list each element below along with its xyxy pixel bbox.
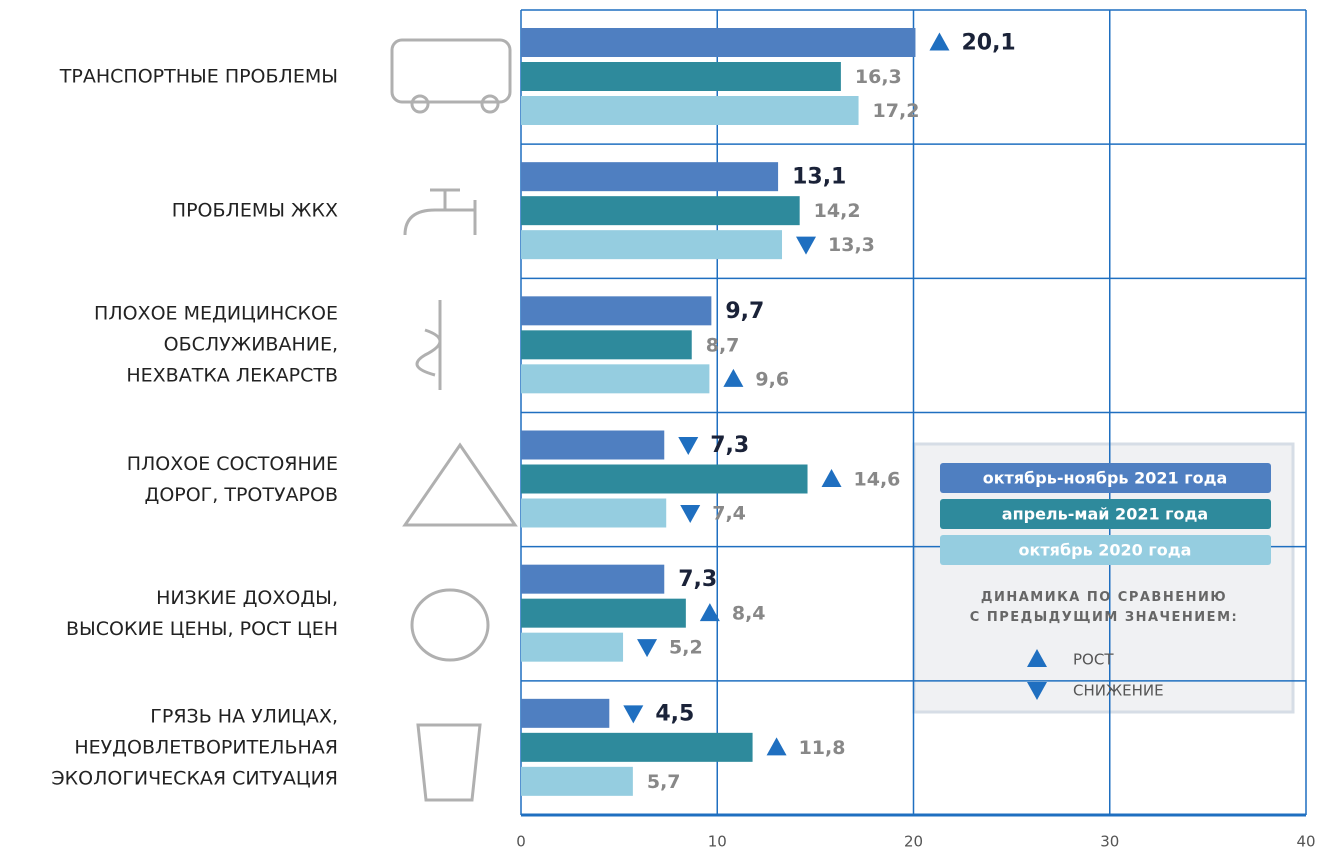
value-label: 9,7 (725, 299, 764, 324)
x-tick-label: 10 (708, 833, 727, 851)
legend-trend-title: ДИНАМИКА ПО СРАВНЕНИЮ С ПРЕДЫДУЩИМ ЗНАЧЕ… (914, 588, 1294, 628)
page: 0 10 20 30 40 20,1 16,3 17,2 13,1 14,2 13,3 9,7 8,7 9… (0, 0, 1319, 856)
value-label: 7,3 (678, 567, 717, 592)
bar (521, 465, 808, 494)
trend-up (929, 33, 949, 51)
bar (521, 633, 623, 662)
value-label: 13,1 (792, 165, 846, 190)
trend-up (767, 737, 787, 755)
trend-up (723, 369, 743, 387)
trend-down (623, 705, 643, 723)
bar (521, 699, 609, 728)
legend-label: октябрь-ноябрь 2021 года (983, 469, 1228, 488)
bar (521, 162, 778, 191)
x-tick-label: 20 (904, 833, 923, 851)
value-label: 8,4 (732, 603, 766, 625)
legend-trend-down-label: СНИЖЕНИЕ (1073, 682, 1164, 700)
trend-up (822, 469, 842, 487)
value-label: 14,2 (814, 200, 861, 222)
value-label: 14,6 (854, 469, 901, 491)
bar (521, 599, 686, 628)
trend-down (678, 437, 698, 455)
bar (521, 62, 841, 91)
bar (521, 230, 782, 259)
bar (521, 565, 664, 594)
x-tick-label: 30 (1100, 833, 1119, 851)
trend-down (796, 237, 816, 255)
bar (521, 196, 800, 225)
x-tick-label: 0 (516, 833, 526, 851)
category-label: НИЗКИЕ ДОХОДЫ, ВЫСОКИЕ ЦЕНЫ, РОСТ ЦЕН (66, 583, 338, 645)
category-label: ТРАНСПОРТНЫЕ ПРОБЛЕМЫ (60, 62, 338, 93)
bar (521, 431, 664, 460)
legend-label: октябрь 2020 года (1019, 541, 1192, 560)
bar (521, 767, 633, 796)
bar (521, 28, 915, 57)
value-label: 17,2 (873, 100, 920, 122)
value-label: 4,5 (655, 701, 694, 726)
value-label: 20,1 (961, 31, 1015, 56)
legend-trend-up-label: РОСТ (1073, 651, 1114, 669)
value-label: 8,7 (706, 334, 740, 356)
trend-down (637, 639, 657, 657)
value-label: 5,2 (669, 637, 703, 659)
bar (521, 296, 711, 325)
value-label: 16,3 (855, 66, 902, 88)
bar (521, 499, 666, 528)
bar (521, 364, 709, 393)
bar (521, 330, 692, 359)
bar (521, 96, 859, 125)
legend-label: апрель-май 2021 года (1002, 505, 1208, 524)
value-label: 11,8 (799, 737, 846, 759)
value-label: 13,3 (828, 234, 875, 256)
trend-down (680, 505, 700, 523)
value-label: 5,7 (647, 771, 681, 793)
value-label: 7,3 (710, 433, 749, 458)
value-label: 9,6 (755, 368, 789, 390)
category-label: ПЛОХОЕ СОСТОЯНИЕ ДОРОГ, ТРОТУАРОВ (127, 449, 338, 511)
icons (392, 40, 515, 800)
category-label: ГРЯЗЬ НА УЛИЦАХ, НЕУДОВЛЕТВОРИТЕЛЬНАЯ ЭК… (51, 701, 338, 794)
value-label: 7,4 (712, 503, 746, 525)
category-label: ПРОБЛЕМЫ ЖКХ (172, 196, 338, 227)
category-label: ПЛОХОЕ МЕДИЦИНСКОЕ ОБСЛУЖИВАНИЕ, НЕХВАТК… (94, 299, 338, 392)
x-tick-label: 40 (1296, 833, 1315, 851)
bar (521, 733, 753, 762)
